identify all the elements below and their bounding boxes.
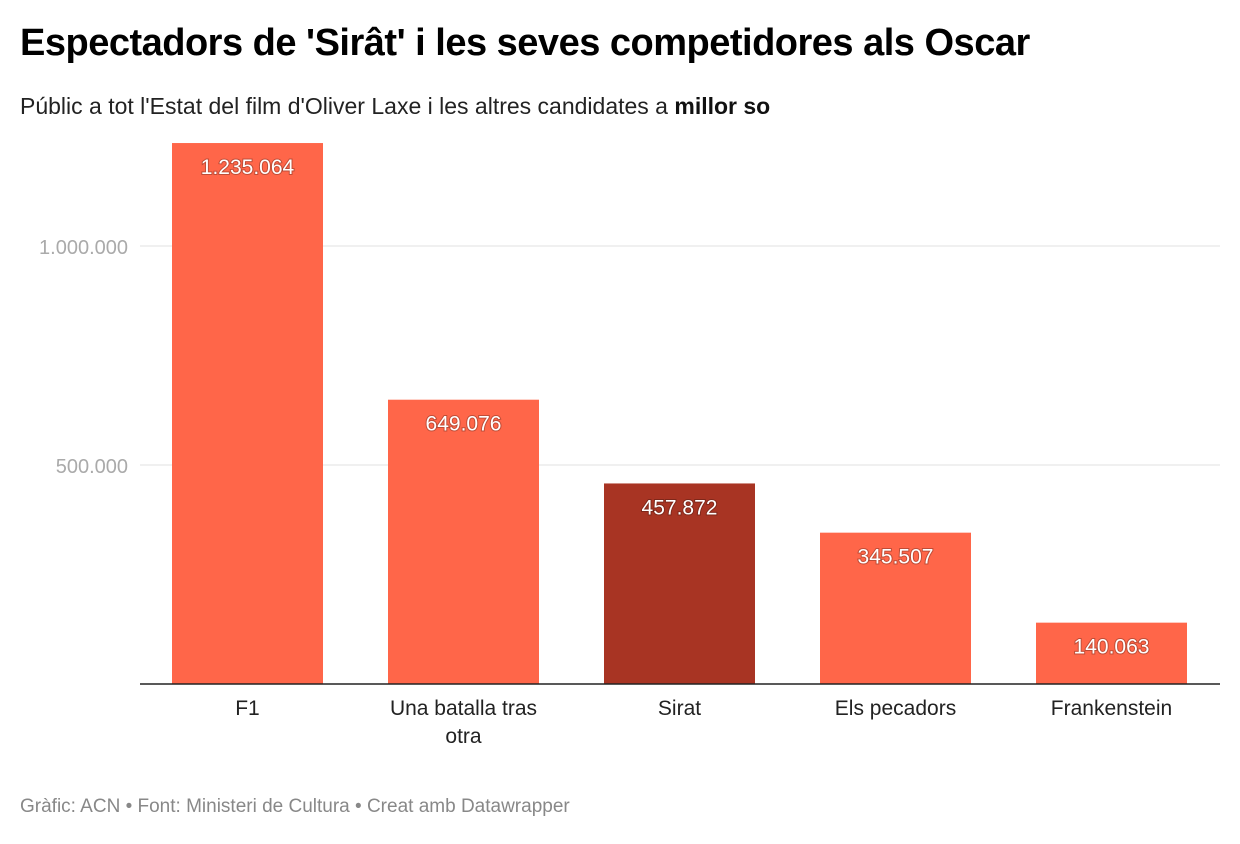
bar-una-batalla-tras-otra <box>388 399 539 684</box>
data-label: 649.076 <box>426 413 502 436</box>
subtitle-text: Públic a tot l'Estat del film d'Oliver L… <box>20 93 675 119</box>
x-tick-label: Frankenstein <box>1051 697 1172 720</box>
bar-f1 <box>172 143 323 684</box>
bar-els-pecadors <box>820 532 971 684</box>
data-label: 140.063 <box>1074 636 1150 659</box>
data-label: 345.507 <box>858 546 934 569</box>
bar-chart: 500.000 1.000.000 1.235.064 F1 649.076 Una ba… <box>39 143 1220 748</box>
footer-credits: Gràfic: ACN • Font: Ministeri de Cultura… <box>20 796 570 817</box>
x-tick-label: Una batalla tras <box>390 697 537 720</box>
x-tick-label: Els pecadors <box>835 697 956 720</box>
bar-sirat <box>604 483 755 684</box>
chart-subtitle: Públic a tot l'Estat del film d'Oliver L… <box>20 93 770 120</box>
x-tick-label: F1 <box>235 697 260 720</box>
x-tick-label: Sirat <box>658 697 701 720</box>
chart-title: Espectadors de 'Sirât' i les seves compe… <box>20 22 1030 64</box>
subtitle-bold: millor so <box>674 93 771 119</box>
data-label: 457.872 <box>642 496 718 519</box>
y-tick-label: 500.000 <box>56 456 128 478</box>
y-tick-label: 1.000.000 <box>39 237 128 259</box>
bar-frankenstein <box>1036 622 1187 684</box>
data-label: 1.235.064 <box>201 156 295 179</box>
x-tick-label: otra <box>445 725 482 748</box>
